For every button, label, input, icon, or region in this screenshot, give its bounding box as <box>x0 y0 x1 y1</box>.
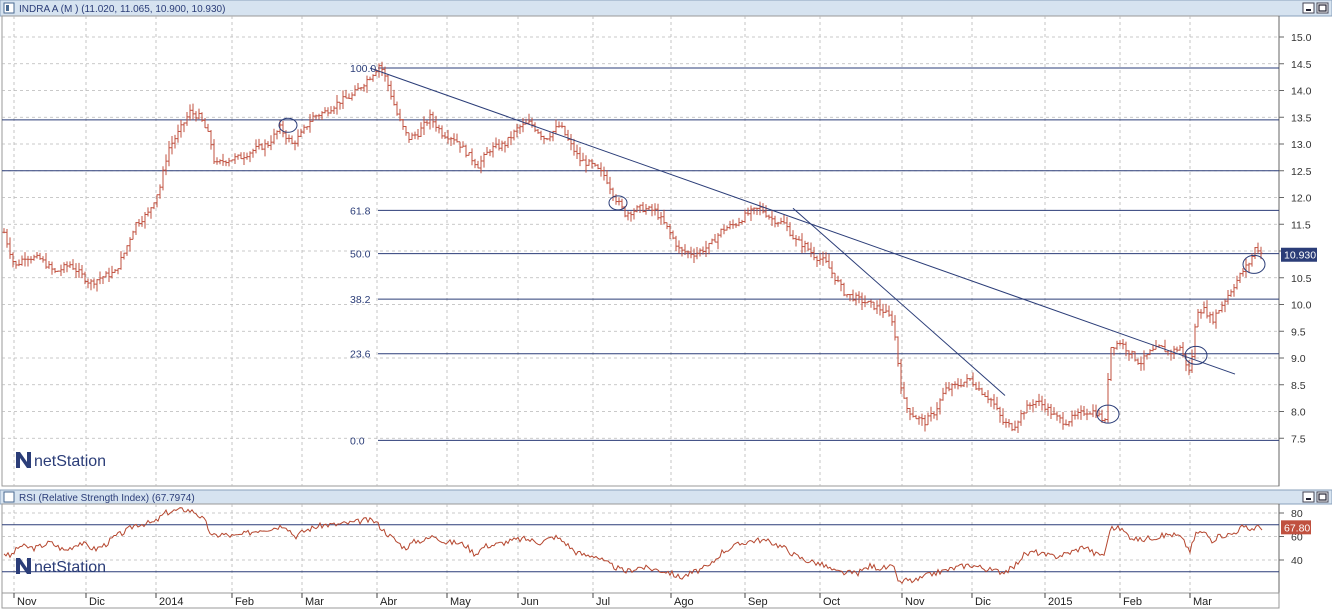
price-panel-title: INDRA A (M ) (11.020, 11.065, 10.900, 10… <box>19 4 225 15</box>
rsi-grid <box>2 504 1279 593</box>
rsi-tick-label: 60 <box>1291 532 1303 544</box>
x-axis: Nov Dic 2014 Feb Mar Abr May Jun Jul Ago Sep Oct Nov… <box>1 592 1280 609</box>
annotation-ellipse <box>278 117 298 133</box>
x-tick-label: Nov <box>905 596 925 608</box>
rsi-panel: RSI (Relative Strength Index) (67.7974) … <box>0 489 1332 594</box>
x-tick-label: Feb <box>235 596 254 608</box>
annotation-ellipse <box>1096 404 1120 424</box>
price-tick-label: 7.5 <box>1291 433 1306 445</box>
x-tick-label: Mar <box>305 596 324 608</box>
rsi-plot-area <box>1 503 1280 594</box>
trendline <box>369 67 1236 375</box>
ohlc-bars <box>2 61 1263 433</box>
rsi-panel-header <box>0 489 1332 505</box>
x-tick-label: Abr <box>380 596 397 608</box>
rsi-tick-label: 80 <box>1291 508 1303 520</box>
price-tick-label: 8.5 <box>1291 380 1306 392</box>
price-tick-label: 12.0 <box>1291 193 1312 205</box>
price-tick-label: 9.0 <box>1291 353 1306 365</box>
price-tick-label: 12.5 <box>1291 166 1312 178</box>
fib-level-label: 0.0 <box>350 435 365 447</box>
price-tick-label: 10.0 <box>1291 300 1312 312</box>
watermark-text: netStation <box>34 453 106 470</box>
rsi-panel-icon <box>3 491 15 503</box>
rsi-y-ticks: 80 60 40 <box>1279 508 1303 567</box>
rsi-tick-label: 40 <box>1291 555 1303 567</box>
x-tick-label: Dic <box>89 596 105 608</box>
last-price-badge: 10.930 <box>1281 247 1317 262</box>
price-tick-label: 15.0 <box>1291 32 1312 44</box>
rsi-panel-title: RSI (Relative Strength Index) (67.7974) <box>19 493 195 504</box>
rsi-reference-levels <box>2 524 1279 573</box>
price-tick-label: 11.5 <box>1291 219 1311 231</box>
annotation-ellipses <box>278 117 1266 424</box>
price-y-ticks: 15.014.514.013.513.012.512.011.511.010.5… <box>1279 32 1312 445</box>
fibonacci-levels: 100.0 61.8 50.0 38.2 23.6 0.0 <box>2 63 1279 447</box>
fib-level-label: 100.0 <box>350 63 376 75</box>
panel-icon-bar <box>6 5 9 11</box>
price-tick-label: 9.5 <box>1291 326 1306 338</box>
netstation-logo-rsi: netStation <box>16 558 106 576</box>
price-tick-label: 13.5 <box>1291 112 1312 124</box>
fib-level-label: 61.8 <box>350 205 371 217</box>
rsi-line <box>3 507 1263 585</box>
price-tick-label: 14.5 <box>1291 59 1312 71</box>
x-tick-label: Ago <box>674 596 694 608</box>
price-maximize-button[interactable] <box>1316 2 1329 14</box>
price-minimize-button[interactable] <box>1302 2 1315 14</box>
x-tick-label: May <box>450 596 471 608</box>
x-tick-label: 2015 <box>1048 596 1072 608</box>
price-tick-label: 8.0 <box>1291 407 1306 419</box>
fib-level-label: 50.0 <box>350 249 371 261</box>
last-price-value: 10.930 <box>1284 250 1316 262</box>
netstation-logo: netStation <box>16 452 106 470</box>
x-tick-label: Sep <box>748 596 768 608</box>
annotation-ellipse <box>1184 345 1208 365</box>
x-tick-label: 2014 <box>159 596 183 608</box>
price-tick-label: 14.0 <box>1291 86 1312 98</box>
trendline <box>792 207 1006 396</box>
price-tick-label: 10.5 <box>1291 273 1312 285</box>
x-tick-label: Mar <box>1193 596 1212 608</box>
trendlines <box>369 67 1236 396</box>
x-tick-label: Jul <box>596 596 610 608</box>
price-tick-label: 13.0 <box>1291 139 1312 151</box>
rsi-last-badge: 67.80 <box>1281 520 1311 535</box>
rsi-minimize-button[interactable] <box>1302 491 1315 503</box>
annotation-ellipse <box>608 195 628 211</box>
rsi-maximize-button[interactable] <box>1316 491 1329 503</box>
price-panel: INDRA A (M ) (11.020, 11.065, 10.900, 10… <box>0 0 1332 487</box>
fib-level-label: 23.6 <box>350 349 371 361</box>
x-ticks: Nov Dic 2014 Feb Mar Abr May Jun Jul Ago Sep Oct Nov… <box>13 593 1212 608</box>
x-tick-label: Feb <box>1123 596 1142 608</box>
fib-level-label: 38.2 <box>350 294 371 306</box>
rsi-watermark-text: netStation <box>34 559 106 576</box>
x-tick-label: Oct <box>823 596 840 608</box>
rsi-last-value: 67.80 <box>1284 522 1310 534</box>
x-tick-label: Nov <box>17 596 37 608</box>
annotation-ellipse <box>1242 254 1266 274</box>
x-tick-label: Dic <box>975 596 991 608</box>
x-tick-label: Jun <box>521 596 539 608</box>
